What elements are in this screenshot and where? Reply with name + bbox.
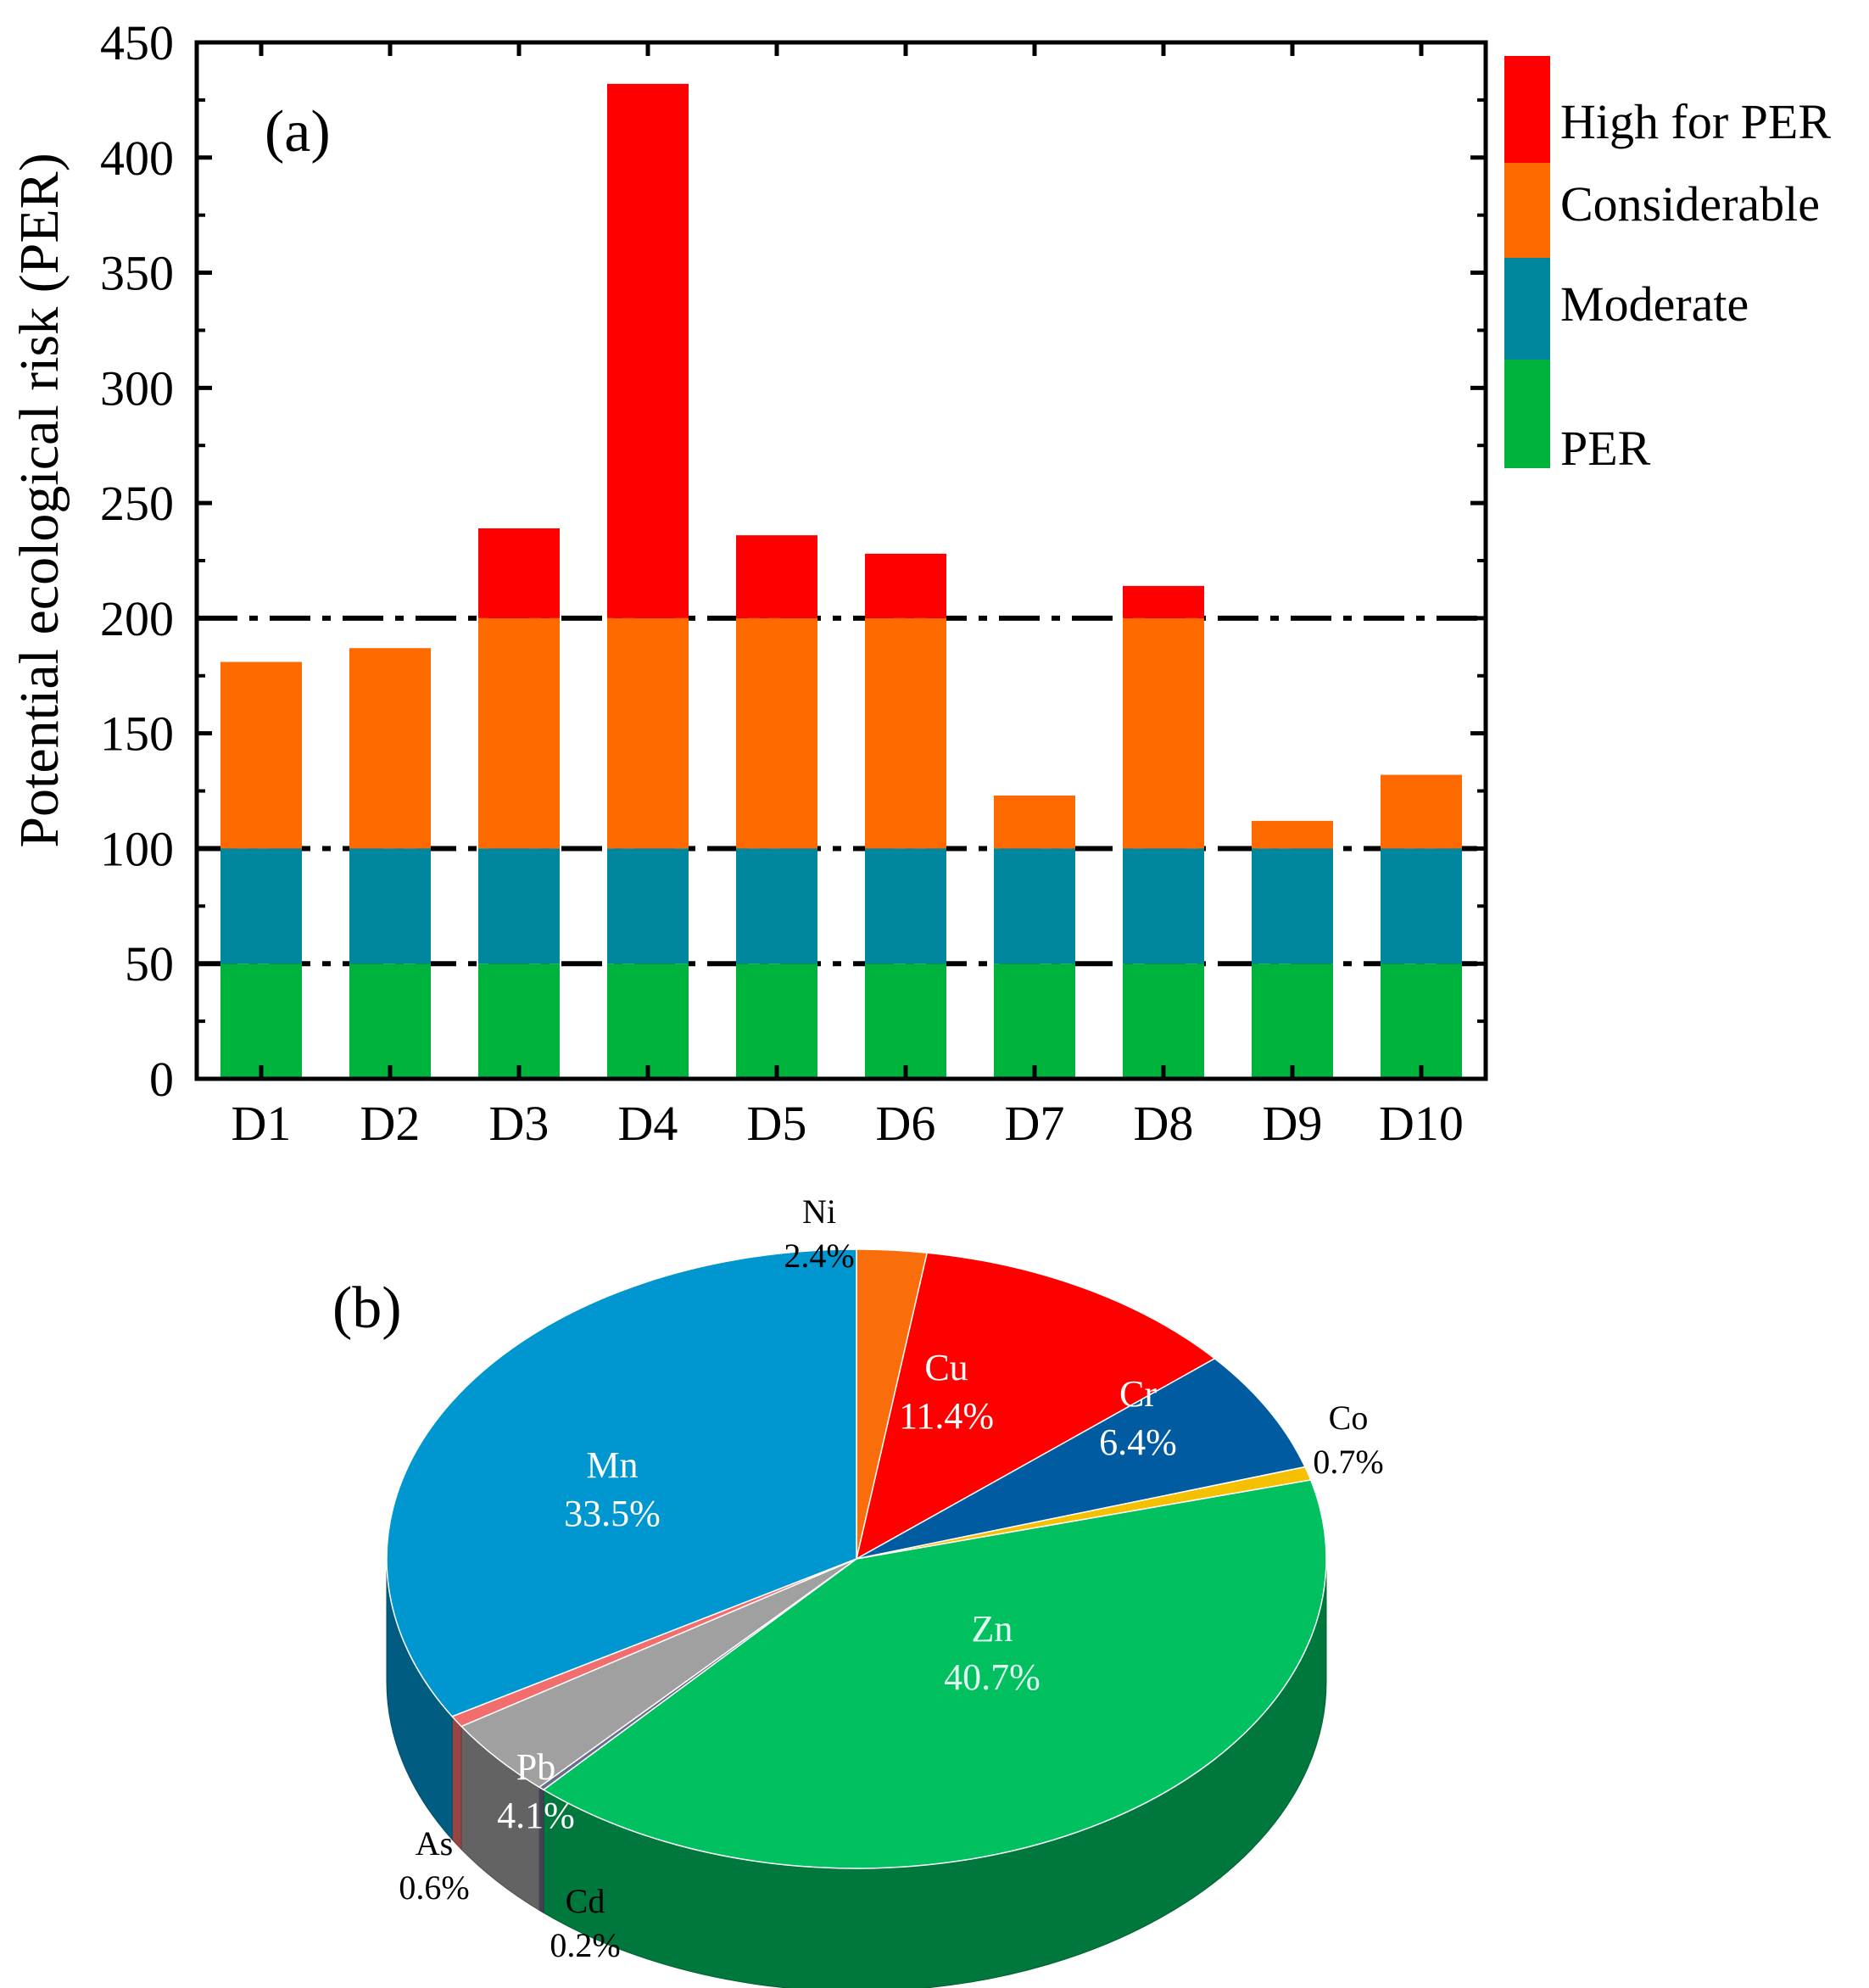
- pie-slice-Zn: [542, 1479, 1327, 1869]
- pie-slice-Cu: [855, 1252, 1216, 1561]
- bar-D6-considerable: [865, 617, 946, 849]
- y-tick-label: 450: [100, 15, 174, 70]
- bar-D8-considerable: [1123, 617, 1204, 849]
- pie-label-name-Mn: Mn: [586, 1444, 638, 1486]
- bar-D5-moderate: [736, 848, 817, 964]
- bar-D1-moderate: [220, 848, 302, 964]
- pie-label-name-Cu: Cu: [924, 1347, 968, 1388]
- bar-D6-per: [865, 963, 946, 1079]
- legend-label-considerable: Considerable: [1560, 176, 1820, 232]
- pie-label-name-Cd: Cd: [566, 1882, 605, 1920]
- x-tick-label-D3: D3: [489, 1096, 550, 1151]
- pie-label-pct-Cu: 11.4%: [899, 1395, 994, 1437]
- y-tick-label: 100: [100, 821, 174, 876]
- pie-label-pct-Zn: 40.7%: [944, 1656, 1041, 1698]
- legend-swatch-high-for-per: [1504, 56, 1550, 163]
- x-tick-label-D4: D4: [618, 1096, 678, 1151]
- bar-D7-per: [994, 963, 1075, 1079]
- y-tick-label: 400: [100, 131, 174, 186]
- pie-side-As: [451, 1715, 462, 1851]
- bar-D5-considerable: [736, 617, 817, 849]
- bar-D4-considerable: [607, 617, 689, 849]
- pie-label-pct-Ni: 2.4%: [784, 1237, 854, 1275]
- x-axis-ticks: D1 D2 D3 D4 D5 D6 D7 D8 D9 D10: [232, 42, 1464, 1151]
- pie-slice-Mn: [386, 1248, 857, 1717]
- x-tick-label-D9: D9: [1263, 1096, 1323, 1151]
- pie-labels: Ni 2.4% Cu 11.4% Cr 6.4% Co 0.7% Zn 40.7% Cd 0.2% Pb…: [399, 1192, 1383, 1964]
- bar-D1-per: [220, 963, 302, 1079]
- pie-top-face: [386, 1248, 1327, 1869]
- bar-D3-considerable: [478, 617, 560, 849]
- pie-label-name-Zn: Zn: [972, 1608, 1013, 1650]
- x-tick-label-D8: D8: [1134, 1096, 1194, 1151]
- bar-D3-moderate: [478, 848, 560, 964]
- bar-D4-moderate: [607, 848, 689, 964]
- y-axis-label: Potential ecological risk (PER): [8, 153, 70, 847]
- bar-D6-high-for-per: [865, 553, 946, 618]
- bar-D10-per: [1381, 963, 1462, 1079]
- bar-D1-considerable: [220, 662, 302, 849]
- bar-D8-moderate: [1123, 848, 1204, 964]
- legend-label-high-for-per: High for PER: [1560, 94, 1831, 149]
- bars: [220, 83, 1462, 1079]
- pie-label-pct-Pb: 4.1%: [497, 1795, 575, 1836]
- pie-label-name-Co: Co: [1329, 1399, 1369, 1437]
- bar-D8-per: [1123, 963, 1204, 1079]
- bar-D10-considerable: [1381, 774, 1462, 849]
- y-tick-label: 350: [100, 246, 174, 301]
- legend-label-per: PER: [1560, 421, 1651, 476]
- pie-label-name-Cr: Cr: [1119, 1373, 1157, 1415]
- y-tick-label: 0: [149, 1052, 174, 1107]
- panel-a-label: (a): [265, 99, 331, 165]
- bar-D9-moderate: [1252, 848, 1333, 964]
- pie-slice-Cr: [856, 1357, 1307, 1560]
- bar-D2-considerable: [349, 648, 431, 849]
- pie-label-pct-As: 0.6%: [399, 1868, 469, 1907]
- x-tick-label-D2: D2: [360, 1096, 421, 1151]
- legend-swatch-per: [1504, 360, 1550, 468]
- x-tick-label-D7: D7: [1005, 1096, 1065, 1151]
- y-axis-ticks: 0 50 100 150 200 250 300 350 400 450: [100, 15, 1486, 1107]
- bar-D5-per: [736, 963, 817, 1079]
- legend-swatch-considerable: [1504, 163, 1550, 258]
- pie-label-pct-Co: 0.7%: [1313, 1443, 1383, 1481]
- bar-D4-per: [607, 963, 689, 1079]
- bar-D3-per: [478, 963, 560, 1079]
- panel-b-label: (b): [332, 1276, 402, 1341]
- legend-label-moderate: Moderate: [1560, 276, 1749, 332]
- bar-D7-moderate: [994, 848, 1075, 964]
- bar-D7-considerable: [994, 795, 1075, 849]
- pie-label-pct-Mn: 33.5%: [564, 1493, 661, 1534]
- bar-D3-high-for-per: [478, 528, 560, 618]
- bar-D6-moderate: [865, 848, 946, 964]
- pie-chart-panel: (b) Ni 2.4% Cu 11.4% Cr 6.4% Co 0.7% Zn 40.7% Cd 0.…: [332, 1192, 1384, 1988]
- legend: High for PER Considerable Moderate PER: [1504, 56, 1831, 476]
- x-tick-label-D1: D1: [232, 1096, 292, 1151]
- legend-swatch-moderate: [1504, 258, 1550, 360]
- pie-label-pct-Cr: 6.4%: [1099, 1421, 1177, 1463]
- x-tick-label-D10: D10: [1379, 1096, 1464, 1151]
- y-tick-label: 50: [125, 936, 174, 991]
- pie-label-pct-Cd: 0.2%: [550, 1926, 620, 1964]
- bar-D10-moderate: [1381, 848, 1462, 964]
- bar-chart-panel: 0 50 100 150 200 250 300 350 400 450 D1 D2 D3 D4 D5 D6…: [8, 15, 1831, 1151]
- bar-D4-high-for-per: [607, 83, 689, 618]
- y-tick-label: 250: [100, 476, 174, 531]
- bar-D2-moderate: [349, 848, 431, 964]
- x-tick-label-D6: D6: [876, 1096, 936, 1151]
- bar-D9-considerable: [1252, 820, 1333, 849]
- bar-D5-high-for-per: [736, 535, 817, 618]
- pie-label-name-As: As: [416, 1824, 453, 1862]
- y-tick-label: 300: [100, 360, 174, 416]
- y-tick-label: 200: [100, 591, 174, 646]
- pie-side-wall: [386, 1558, 1327, 1988]
- bar-D2-per: [349, 963, 431, 1079]
- y-tick-label: 150: [100, 706, 174, 762]
- bar-D8-high-for-per: [1123, 585, 1204, 618]
- bar-D9-per: [1252, 963, 1333, 1079]
- pie-label-name-Pb: Pb: [516, 1746, 555, 1788]
- x-tick-label-D5: D5: [747, 1096, 807, 1151]
- pie-label-name-Ni: Ni: [802, 1192, 836, 1231]
